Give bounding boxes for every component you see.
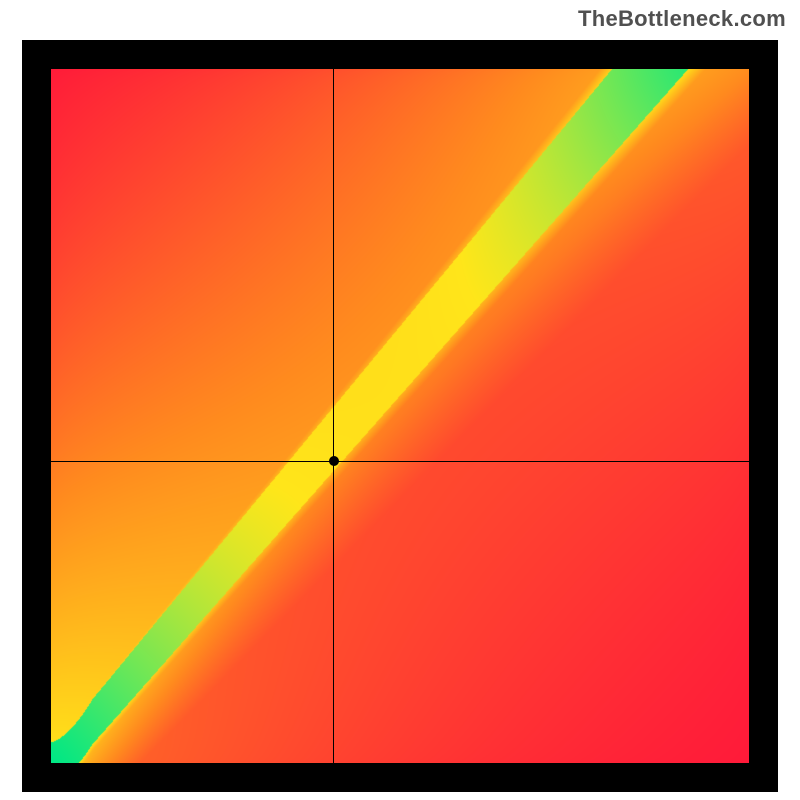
chart-frame <box>22 40 778 792</box>
chart-container: TheBottleneck.com <box>0 0 800 800</box>
crosshair-horizontal <box>51 461 749 462</box>
heatmap-canvas <box>51 69 749 763</box>
attribution-text: TheBottleneck.com <box>578 6 786 32</box>
crosshair-vertical <box>333 69 334 763</box>
crosshair-marker <box>329 456 339 466</box>
